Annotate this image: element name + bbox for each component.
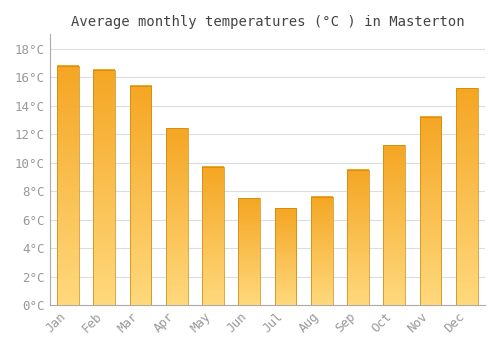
Bar	[238, 198, 260, 305]
Bar	[420, 117, 442, 305]
Bar	[94, 70, 115, 305]
Bar	[456, 89, 477, 305]
Bar	[274, 208, 296, 305]
Bar	[384, 146, 405, 305]
Bar	[130, 86, 152, 305]
Title: Average monthly temperatures (°C ) in Masterton: Average monthly temperatures (°C ) in Ma…	[70, 15, 464, 29]
Bar	[202, 167, 224, 305]
Bar	[311, 197, 332, 305]
Bar	[347, 170, 369, 305]
Bar	[166, 128, 188, 305]
Bar	[57, 66, 79, 305]
